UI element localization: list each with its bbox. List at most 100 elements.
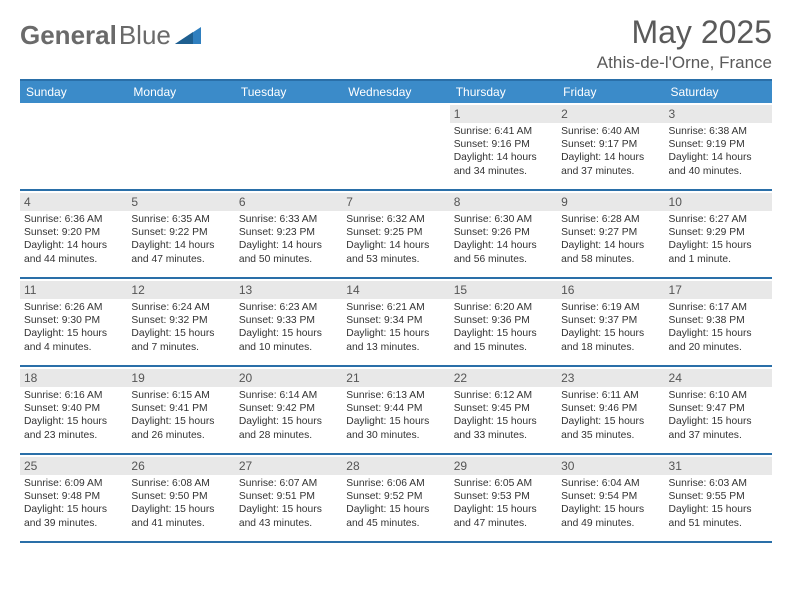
daylight-line: Daylight: 15 hours and 30 minutes.: [346, 415, 445, 441]
sunset-line: Sunset: 9:32 PM: [131, 314, 230, 327]
sunrise-line: Sunrise: 6:17 AM: [669, 301, 768, 314]
daylight-line: Daylight: 15 hours and 26 minutes.: [131, 415, 230, 441]
sunset-line: Sunset: 9:34 PM: [346, 314, 445, 327]
sunset-line: Sunset: 9:16 PM: [454, 138, 553, 151]
dow-cell: Wednesday: [342, 81, 449, 103]
sunset-line: Sunset: 9:45 PM: [454, 402, 553, 415]
day-number: 11: [20, 281, 127, 299]
week-row: 11Sunrise: 6:26 AMSunset: 9:30 PMDayligh…: [20, 279, 772, 367]
daylight-line: Daylight: 15 hours and 20 minutes.: [669, 327, 768, 353]
day-number: 7: [342, 193, 449, 211]
day-cell: 3Sunrise: 6:38 AMSunset: 9:19 PMDaylight…: [665, 103, 772, 189]
daylight-line: Daylight: 15 hours and 43 minutes.: [239, 503, 338, 529]
dow-cell: Monday: [127, 81, 234, 103]
daylight-line: Daylight: 15 hours and 49 minutes.: [561, 503, 660, 529]
sunrise-line: Sunrise: 6:27 AM: [669, 213, 768, 226]
sunset-line: Sunset: 9:53 PM: [454, 490, 553, 503]
month-title: May 2025: [597, 14, 772, 51]
sunset-line: Sunset: 9:44 PM: [346, 402, 445, 415]
calendar-grid: SundayMondayTuesdayWednesdayThursdayFrid…: [20, 79, 772, 543]
day-cell: 18Sunrise: 6:16 AMSunset: 9:40 PMDayligh…: [20, 367, 127, 453]
daylight-line: Daylight: 15 hours and 1 minute.: [669, 239, 768, 265]
daylight-line: Daylight: 15 hours and 47 minutes.: [454, 503, 553, 529]
sunrise-line: Sunrise: 6:08 AM: [131, 477, 230, 490]
daylight-line: Daylight: 15 hours and 39 minutes.: [24, 503, 123, 529]
sunrise-line: Sunrise: 6:40 AM: [561, 125, 660, 138]
day-number: 29: [450, 457, 557, 475]
sunrise-line: Sunrise: 6:23 AM: [239, 301, 338, 314]
day-cell: 11Sunrise: 6:26 AMSunset: 9:30 PMDayligh…: [20, 279, 127, 365]
day-number: 28: [342, 457, 449, 475]
sunrise-line: Sunrise: 6:24 AM: [131, 301, 230, 314]
day-cell: 1Sunrise: 6:41 AMSunset: 9:16 PMDaylight…: [450, 103, 557, 189]
day-cell: 8Sunrise: 6:30 AMSunset: 9:26 PMDaylight…: [450, 191, 557, 277]
day-cell: 6Sunrise: 6:33 AMSunset: 9:23 PMDaylight…: [235, 191, 342, 277]
day-number: 24: [665, 369, 772, 387]
sunrise-line: Sunrise: 6:10 AM: [669, 389, 768, 402]
day-number: 23: [557, 369, 664, 387]
day-cell: 24Sunrise: 6:10 AMSunset: 9:47 PMDayligh…: [665, 367, 772, 453]
week-row: 25Sunrise: 6:09 AMSunset: 9:48 PMDayligh…: [20, 455, 772, 543]
sunset-line: Sunset: 9:36 PM: [454, 314, 553, 327]
day-cell: 20Sunrise: 6:14 AMSunset: 9:42 PMDayligh…: [235, 367, 342, 453]
daylight-line: Daylight: 15 hours and 15 minutes.: [454, 327, 553, 353]
daylight-line: Daylight: 15 hours and 4 minutes.: [24, 327, 123, 353]
day-number: 14: [342, 281, 449, 299]
daylight-line: Daylight: 14 hours and 37 minutes.: [561, 151, 660, 177]
logo-text-2: Blue: [119, 20, 171, 51]
day-number: 9: [557, 193, 664, 211]
sunrise-line: Sunrise: 6:07 AM: [239, 477, 338, 490]
location: Athis-de-l'Orne, France: [597, 53, 772, 73]
sunset-line: Sunset: 9:27 PM: [561, 226, 660, 239]
sunrise-line: Sunrise: 6:12 AM: [454, 389, 553, 402]
dow-cell: Saturday: [665, 81, 772, 103]
sunrise-line: Sunrise: 6:35 AM: [131, 213, 230, 226]
logo-text-1: General: [20, 20, 117, 51]
sunrise-line: Sunrise: 6:11 AM: [561, 389, 660, 402]
sunset-line: Sunset: 9:38 PM: [669, 314, 768, 327]
sunset-line: Sunset: 9:25 PM: [346, 226, 445, 239]
sunrise-line: Sunrise: 6:26 AM: [24, 301, 123, 314]
daylight-line: Daylight: 15 hours and 23 minutes.: [24, 415, 123, 441]
sunrise-line: Sunrise: 6:14 AM: [239, 389, 338, 402]
sunset-line: Sunset: 9:37 PM: [561, 314, 660, 327]
daylight-line: Daylight: 14 hours and 50 minutes.: [239, 239, 338, 265]
logo: GeneralBlue: [20, 14, 201, 51]
sunrise-line: Sunrise: 6:05 AM: [454, 477, 553, 490]
sunset-line: Sunset: 9:55 PM: [669, 490, 768, 503]
sunrise-line: Sunrise: 6:16 AM: [24, 389, 123, 402]
sunset-line: Sunset: 9:47 PM: [669, 402, 768, 415]
header: GeneralBlue May 2025 Athis-de-l'Orne, Fr…: [20, 14, 772, 73]
sunrise-line: Sunrise: 6:20 AM: [454, 301, 553, 314]
week-row: 18Sunrise: 6:16 AMSunset: 9:40 PMDayligh…: [20, 367, 772, 455]
day-cell: 28Sunrise: 6:06 AMSunset: 9:52 PMDayligh…: [342, 455, 449, 541]
daylight-line: Daylight: 15 hours and 7 minutes.: [131, 327, 230, 353]
sunrise-line: Sunrise: 6:30 AM: [454, 213, 553, 226]
day-cell: 7Sunrise: 6:32 AMSunset: 9:25 PMDaylight…: [342, 191, 449, 277]
day-number: 31: [665, 457, 772, 475]
day-cell: [235, 103, 342, 189]
dow-cell: Friday: [557, 81, 664, 103]
sunset-line: Sunset: 9:40 PM: [24, 402, 123, 415]
day-cell: 30Sunrise: 6:04 AMSunset: 9:54 PMDayligh…: [557, 455, 664, 541]
sunset-line: Sunset: 9:19 PM: [669, 138, 768, 151]
day-cell: 29 Sunrise: 6:05 AMSunset: 9:53 PMDayligh…: [450, 455, 557, 541]
sunrise-line: Sunrise: 6:28 AM: [561, 213, 660, 226]
day-of-week-row: SundayMondayTuesdayWednesdayThursdayFrid…: [20, 81, 772, 103]
daylight-line: Daylight: 15 hours and 45 minutes.: [346, 503, 445, 529]
sunset-line: Sunset: 9:26 PM: [454, 226, 553, 239]
sunset-line: Sunset: 9:48 PM: [24, 490, 123, 503]
day-cell: 13Sunrise: 6:23 AMSunset: 9:33 PMDayligh…: [235, 279, 342, 365]
day-number: 2: [557, 105, 664, 123]
sunrise-line: Sunrise: 6:15 AM: [131, 389, 230, 402]
day-number: 5: [127, 193, 234, 211]
daylight-line: Daylight: 15 hours and 18 minutes.: [561, 327, 660, 353]
day-cell: 22Sunrise: 6:12 AMSunset: 9:45 PMDayligh…: [450, 367, 557, 453]
calendar-page: GeneralBlue May 2025 Athis-de-l'Orne, Fr…: [0, 0, 792, 612]
daylight-line: Daylight: 14 hours and 44 minutes.: [24, 239, 123, 265]
day-cell: 31Sunrise: 6:03 AMSunset: 9:55 PMDayligh…: [665, 455, 772, 541]
day-number: 25: [20, 457, 127, 475]
day-cell: 5Sunrise: 6:35 AMSunset: 9:22 PMDaylight…: [127, 191, 234, 277]
day-number: 1: [450, 105, 557, 123]
day-cell: 14Sunrise: 6:21 AMSunset: 9:34 PMDayligh…: [342, 279, 449, 365]
